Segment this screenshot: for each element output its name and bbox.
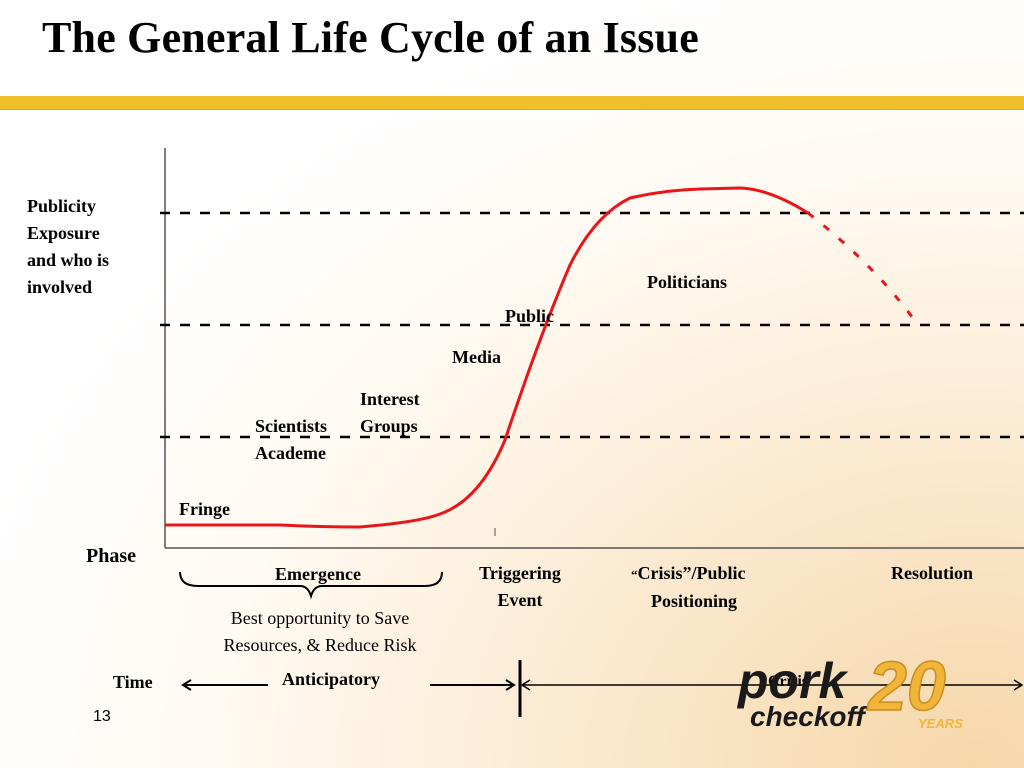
svg-text:pork: pork: [736, 653, 849, 709]
label-scientists-academe: Scientists Academe: [255, 416, 327, 463]
label-fringe: Fringe: [179, 499, 230, 519]
label-politicians: Politicians: [647, 272, 727, 292]
phase-crisis-positioning: “Crisis”/Public Positioning: [631, 563, 746, 611]
anticipatory-arrow: [430, 679, 516, 691]
phase-emergence: Emergence: [275, 564, 361, 584]
pork-checkoff-logo: 20 pork checkoff YEARS: [736, 648, 963, 732]
time-arrow-left: [181, 679, 268, 691]
slide-number: 13: [93, 708, 111, 725]
opportunity-note: Best opportunity to Save Resources, & Re…: [223, 608, 417, 655]
label-public: Public: [505, 306, 555, 326]
svg-text:checkoff: checkoff: [750, 701, 867, 732]
issue-curve: [165, 186, 809, 529]
svg-text:20: 20: [866, 648, 946, 725]
page-title: The General Life Cycle of an Issue: [42, 13, 699, 62]
phase-axis-label: Phase: [86, 545, 136, 567]
emergence-brace: [179, 571, 443, 600]
label-interest-groups: Interest Groups: [360, 389, 420, 436]
svg-text:YEARS: YEARS: [918, 716, 963, 731]
title-underline-bar: [0, 96, 1024, 110]
crisis-time-label: Crisis: [768, 673, 808, 690]
y-axis-label: Publicity Exposure and who is involved: [27, 196, 110, 297]
phase-triggering-event: Triggering Event: [479, 563, 561, 610]
phase-resolution: Resolution: [891, 563, 974, 583]
label-media: Media: [452, 347, 501, 367]
anticipatory-label: Anticipatory: [282, 669, 380, 689]
time-label: Time: [113, 672, 153, 692]
crisis-arrow: [520, 679, 1024, 691]
issue-curve-declining: [807, 211, 920, 326]
